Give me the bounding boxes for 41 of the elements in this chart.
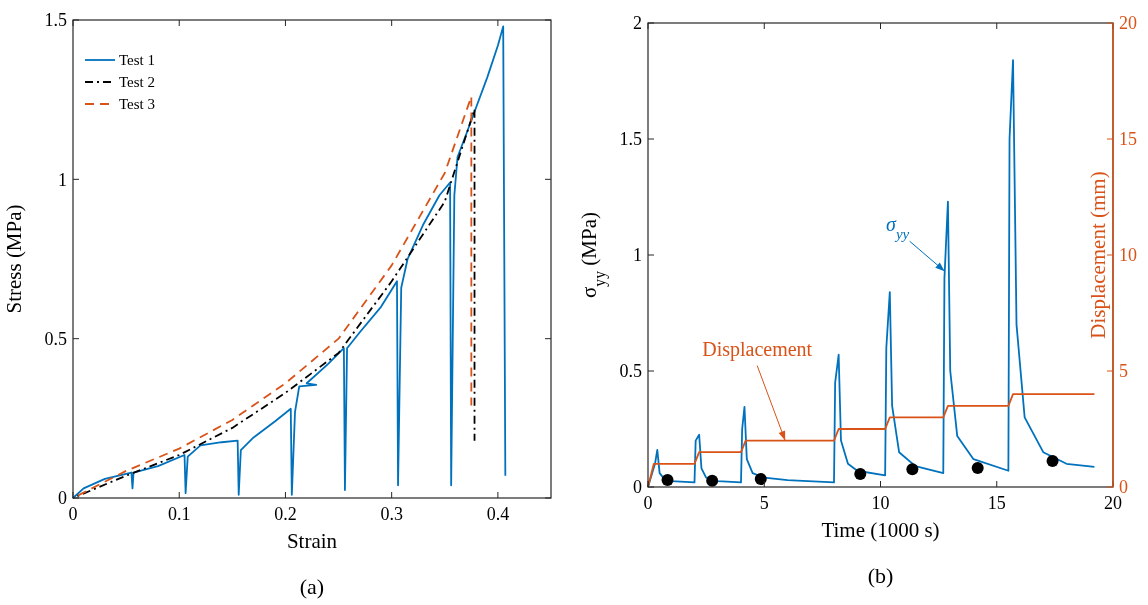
legend-label: Test 3: [119, 96, 156, 113]
y-tick-label: 2: [633, 13, 642, 34]
y2-tick-label: 10: [1119, 245, 1137, 266]
x-axis-title: Time (1000 s): [821, 518, 940, 542]
x-tick-label: 15: [987, 493, 1006, 513]
y2-tick-label: 0: [1119, 477, 1128, 498]
y-tick-label: 1: [633, 245, 642, 266]
y-tick-label: 0: [633, 477, 642, 498]
y2-tick-label: 5: [1119, 361, 1128, 382]
y-tick-label: 0.5: [619, 361, 642, 382]
x-tick-label: 0.2: [274, 504, 297, 524]
legend-label: Test 1: [119, 52, 156, 69]
y2-tick-label: 20: [1119, 13, 1137, 34]
x-tick-label: 0.1: [167, 504, 191, 524]
y-axis-title: Stress (MPa): [2, 204, 26, 314]
point: [971, 461, 984, 474]
text: (b): [867, 563, 894, 588]
point: [1046, 455, 1059, 468]
point: [661, 474, 674, 487]
point: [854, 468, 867, 481]
x-tick-label: 5: [759, 493, 769, 513]
point: [906, 463, 919, 476]
y-tick-label: 1.5: [44, 10, 67, 31]
x-tick-label: 0.3: [380, 504, 403, 524]
x-tick-label: 0.4: [486, 504, 510, 524]
line-series: [647, 393, 1096, 488]
y2-axis-title: Displacement (mm): [1086, 171, 1110, 339]
point: [754, 473, 767, 486]
y-tick-label: 1: [58, 169, 67, 190]
point: [706, 474, 719, 487]
x-tick-label: 20: [1104, 493, 1122, 513]
annotation: Displacement: [702, 337, 813, 361]
line-series: [72, 25, 507, 499]
y-tick-label: 0.5: [44, 328, 67, 349]
x-axis-title: Strain: [286, 529, 338, 553]
text: (a): [299, 574, 325, 599]
annotation: σ$_{yy}$: [886, 213, 910, 243]
y2-tick-label: 15: [1119, 129, 1137, 150]
y-tick-label: 1.5: [619, 129, 642, 150]
legend-label: Test 2: [119, 74, 156, 91]
x-tick-label: 10: [871, 493, 890, 513]
